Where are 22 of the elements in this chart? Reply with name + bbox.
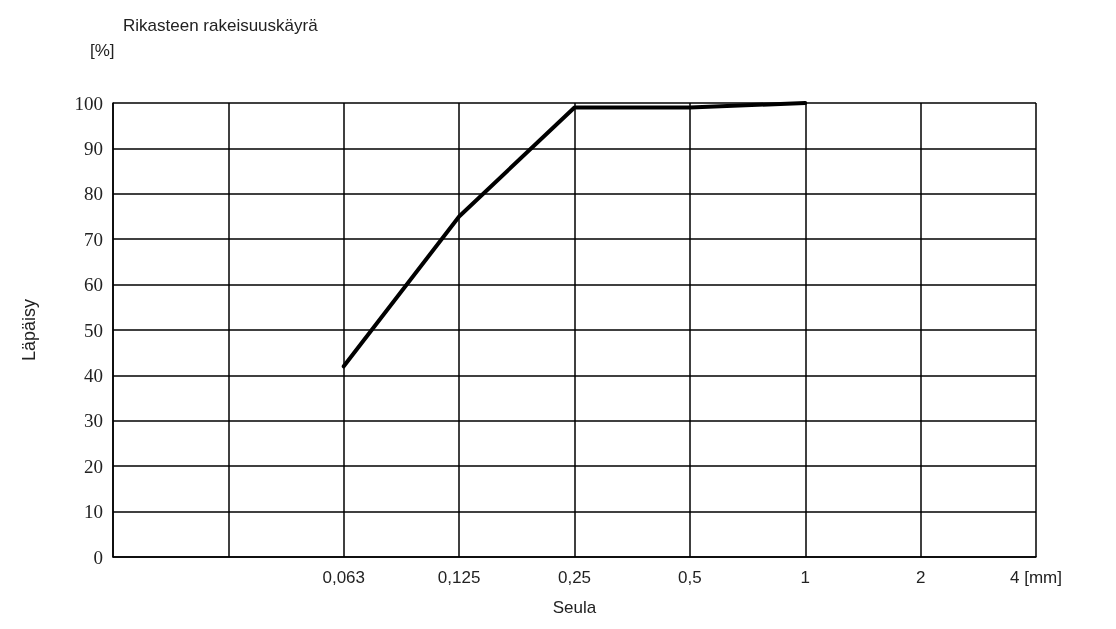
x-tick-label: 0,125 xyxy=(437,568,481,587)
y-tick-label: 20 xyxy=(84,455,103,477)
y-tick-label: 70 xyxy=(84,228,103,250)
y-tick-label: 40 xyxy=(84,364,103,386)
x-axis-title: Seula xyxy=(552,598,597,617)
x-tick-label: 2 xyxy=(915,568,926,587)
y-tick-label: 50 xyxy=(84,319,103,341)
y-tick-label: 60 xyxy=(84,274,103,296)
y-tick-label: 80 xyxy=(84,183,103,205)
y-tick-label: 30 xyxy=(84,410,103,432)
y-axis-title: Läpäisy xyxy=(19,298,39,362)
x-tick-label: 1 xyxy=(800,568,810,587)
x-tick-label: 0,5 xyxy=(678,568,702,587)
chart-title: Rikasteen rakeisuuskäyrä xyxy=(123,16,319,35)
x-tick-label: 0,063 xyxy=(322,568,366,587)
x-tick-label: 4 [mm] xyxy=(1010,568,1062,587)
x-tick-label: 0,25 xyxy=(557,568,592,587)
y-tick-label: 10 xyxy=(84,501,103,523)
y-tick-label: 100 xyxy=(74,92,103,114)
text: [%] xyxy=(90,41,115,60)
y-tick-label: 0 xyxy=(93,546,103,568)
y-tick-label: 90 xyxy=(84,137,103,159)
